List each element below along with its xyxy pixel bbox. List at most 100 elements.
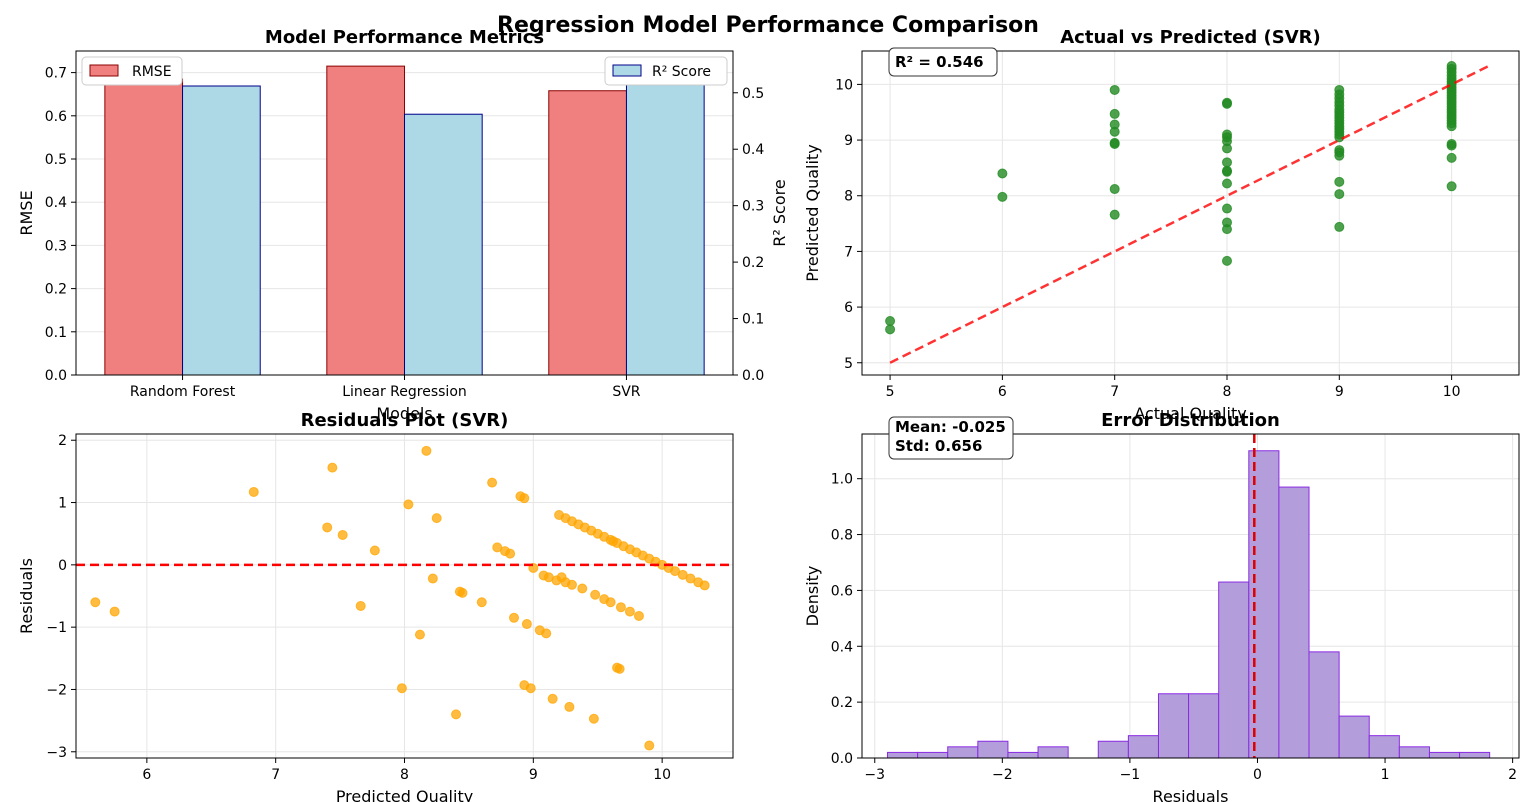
bar-r2 [182, 85, 261, 376]
bar-rmse [326, 65, 405, 376]
scatter-point [885, 316, 896, 326]
y-tick-label-right: 0.1 [742, 312, 764, 328]
y-tick-label: 0 [58, 558, 67, 574]
x-axis-label: Models [376, 404, 432, 423]
histogram-bar [1007, 751, 1039, 759]
scatter-point [1109, 126, 1120, 137]
y-tick-label: 0.2 [831, 695, 853, 711]
residual-point [505, 548, 516, 559]
histogram-bar [917, 751, 949, 759]
y-tick-label: 0.1 [45, 325, 67, 341]
histogram-bar [1459, 751, 1491, 759]
axes-frame [75, 50, 734, 376]
y-tick-label: 10 [835, 77, 853, 93]
y-tick-label: 6 [844, 300, 853, 316]
panel-actual-vs-predicted: 5 6 7 8 9 10 5 6 7 8 9 10 Actual vs Predicted (SVR) A… [803, 27, 1520, 423]
scatter-point [1446, 140, 1457, 151]
histogram-bar [1398, 746, 1430, 759]
annotation-std: Std: 0.656 [895, 437, 982, 455]
legend-label: RMSE [132, 64, 172, 80]
legend-swatch [612, 64, 642, 77]
y-tick-label: 0.7 [45, 66, 67, 82]
y-tick-label: 8 [844, 189, 853, 205]
histogram-bar [1278, 486, 1310, 759]
panel-title: Error Distribution [1101, 410, 1280, 431]
histogram-bar [1157, 693, 1190, 759]
histogram-bar [1097, 740, 1129, 759]
annotation-text: R² = 0.546 [895, 53, 984, 71]
histogram-bar [1037, 746, 1069, 759]
residual-point [369, 545, 380, 556]
residual-point [547, 693, 558, 704]
scatter-point [885, 324, 896, 335]
y-tick-label-right: 0.2 [742, 255, 764, 271]
scatter-point [1446, 152, 1457, 163]
scatter-point [1334, 189, 1345, 200]
residual-point [699, 580, 710, 591]
histogram-bar [1428, 751, 1461, 759]
residual-point [431, 513, 442, 524]
y-tick-label: 0.4 [45, 195, 67, 211]
x-tick-label: 7 [1110, 384, 1119, 400]
residual-point [509, 612, 519, 623]
residual-point [403, 499, 414, 510]
residual-point [414, 629, 425, 640]
residual-point [90, 597, 101, 608]
residual-point [644, 740, 655, 751]
residual-point [109, 606, 120, 617]
scatter-point [1222, 255, 1232, 266]
y-tick-label: 0.6 [831, 583, 853, 599]
residual-point [590, 589, 601, 600]
residual-point [355, 600, 366, 611]
r2-annotation: R² = 0.546 [888, 47, 998, 77]
scatter-point [1222, 166, 1232, 177]
x-axis-label: Predicted Quality [336, 787, 473, 802]
scatter-point [1222, 157, 1232, 168]
x-tick-label: 10 [1443, 384, 1461, 400]
x-tick-label: 6 [142, 767, 151, 783]
residual-point [322, 522, 333, 533]
residual-point [525, 683, 536, 694]
scatter-point [1222, 203, 1232, 214]
residual-point [564, 701, 575, 712]
legend-r2: R² Score [604, 56, 728, 86]
y-tick-label: 0.4 [831, 639, 853, 655]
annotation-box [888, 47, 998, 77]
residual-point [327, 462, 338, 473]
histogram-bar [1188, 693, 1220, 759]
legend-label: R² Score [652, 64, 711, 80]
x-tick-label: 8 [400, 767, 409, 783]
y-axis-label: Density [803, 566, 822, 627]
residual-point [421, 445, 432, 456]
identity-line [889, 64, 1490, 364]
y-tick-label: 0.2 [45, 282, 67, 298]
residual-point [614, 663, 625, 674]
histogram-bar [887, 751, 919, 759]
scatter-point [1109, 108, 1120, 119]
axes-frame [861, 433, 1520, 759]
panel-title: Actual vs Predicted (SVR) [1060, 27, 1321, 48]
scatter-point [997, 168, 1008, 179]
x-tick-label: 2 [1508, 767, 1517, 783]
x-tick-label: 10 [653, 767, 671, 783]
category-label: Random Forest [130, 384, 236, 400]
y-tick-label: 9 [844, 133, 853, 149]
residual-point [577, 583, 588, 594]
scatter-point [1334, 150, 1345, 161]
x-tick-label: 6 [998, 384, 1007, 400]
legend-box [604, 56, 728, 86]
x-tick-label: −2 [992, 767, 1013, 783]
scatter-point [1222, 98, 1232, 109]
residual-point [521, 619, 532, 630]
y-tick-label-right: 0.0 [742, 368, 764, 384]
y-tick-label-right: 0.5 [742, 86, 764, 102]
bar-rmse [548, 90, 627, 376]
x-tick-label: 0 [1253, 767, 1262, 783]
x-tick-label: 9 [1335, 384, 1344, 400]
annotation-box [888, 416, 1014, 460]
histogram-bar [1338, 715, 1370, 759]
bar-rmse [104, 78, 184, 376]
residual-point [451, 709, 462, 720]
